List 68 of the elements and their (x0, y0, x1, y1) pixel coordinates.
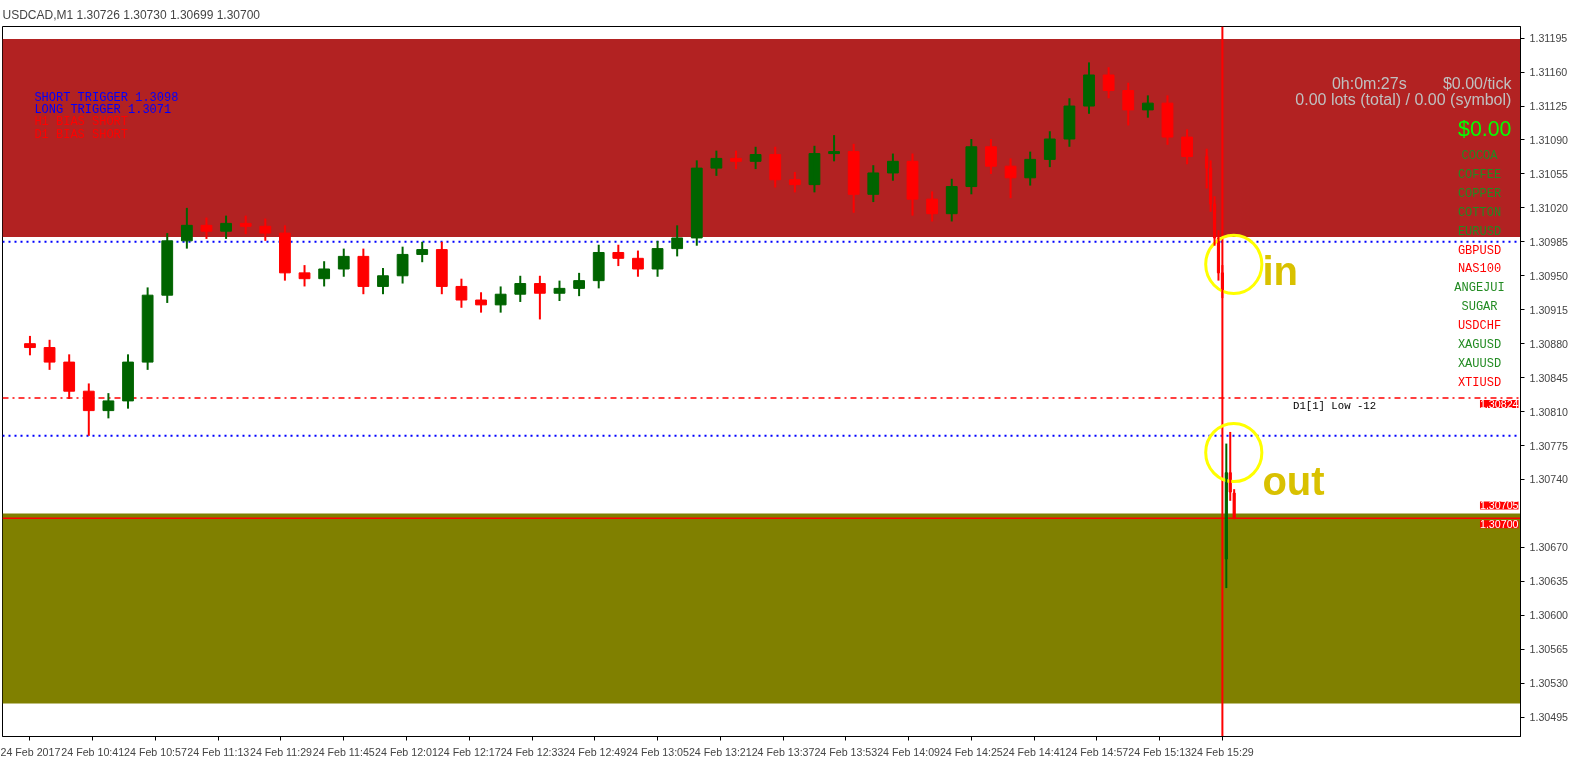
y-tick-label: 1.31125 (1529, 100, 1568, 113)
y-tick-label: 1.31055 (1529, 167, 1569, 180)
annotation: $0.00 (1458, 117, 1512, 142)
x-tick-label: 24 Feb 13:21 (688, 745, 752, 758)
y-tick-label: 1.30985 (1529, 235, 1569, 248)
annotation: XTIUSD (1457, 376, 1502, 391)
y-tick-label: 1.30845 (1529, 371, 1569, 384)
y-tick-label: 1.30740 (1529, 473, 1569, 486)
annotation: D1[1] Low -12 (1293, 399, 1377, 412)
x-tick-label: 24 Feb 11:45 (312, 745, 375, 758)
ref-line-label: 1.30824 (1479, 397, 1519, 410)
x-tick-label: 24 Feb 13:37 (751, 745, 815, 758)
x-tick-label: 24 Feb 13:05 (626, 745, 690, 758)
y-tick-label: 1.31090 (1529, 133, 1569, 146)
x-tick-label: 24 Feb 12:49 (563, 745, 627, 758)
annotation: in (1262, 249, 1298, 294)
y-tick-label: 1.30880 (1529, 337, 1569, 350)
annotation: COCOA (1461, 148, 1499, 163)
annotation: COPPER (1457, 186, 1502, 201)
x-tick-label: 24 Feb 12:33 (500, 745, 564, 758)
x-tick-label: 24 Feb 11:29 (249, 745, 313, 758)
annotation: SUGAR (1461, 300, 1498, 315)
x-tick-label: 24 Feb 14:09 (877, 745, 941, 758)
annotation: 0h:0m:27s (1331, 74, 1407, 92)
annotation: COFFEE (1457, 167, 1502, 182)
x-tick-label: 24 Feb 14:57 (1065, 745, 1129, 758)
annotation: H1 BIAS SHORT (34, 115, 128, 130)
annotation: out (1262, 458, 1325, 503)
y-tick-label: 1.30600 (1529, 609, 1569, 622)
y-tick-label: 1.30635 (1529, 575, 1569, 588)
annotation: $0.00/tick (1442, 74, 1513, 92)
annotation: NAS100 (1457, 262, 1502, 277)
y-tick-label: 1.30670 (1529, 541, 1569, 554)
x-tick-label: 24 Feb 15:29 (1190, 745, 1254, 758)
annotation: LONG TRIGGER 1.3071 (34, 102, 172, 117)
y-tick-label: 1.30775 (1529, 439, 1569, 452)
x-tick-label: 24 Feb 14:41 (1002, 745, 1066, 758)
y-tick-label: 1.31160 (1529, 66, 1568, 79)
x-tick-label: 24 Feb 11:13 (187, 745, 250, 758)
annotation: USDCHF (1457, 319, 1502, 334)
annotation: D1 BIAS SHORT (34, 127, 128, 142)
annotation: 0.00 lots (total) / 0.00 (symbol) (1295, 91, 1512, 109)
x-tick-label: 24 Feb 10:57 (124, 745, 187, 758)
ref-line-label: 1.30700 (1479, 518, 1519, 531)
x-tick-label: 24 Feb 12:17 (437, 745, 501, 758)
annotation: COTTON (1457, 205, 1502, 220)
x-tick-label: 24 Feb 2017 (0, 745, 61, 758)
y-tick-label: 1.30530 (1529, 677, 1569, 690)
annotation: SHORT TRIGGER 1.3098 (34, 90, 179, 105)
y-tick-label: 1.30565 (1529, 643, 1569, 656)
x-tick-label: 24 Feb 13:53 (814, 745, 878, 758)
x-tick-label: 24 Feb 14:25 (939, 745, 1003, 758)
y-tick-label: 1.31195 (1529, 32, 1568, 45)
annotation: EURUSD (1457, 224, 1502, 239)
y-tick-label: 1.30495 (1529, 711, 1569, 724)
y-tick-label: 1.30915 (1529, 303, 1569, 316)
y-tick-label: 1.31020 (1529, 201, 1569, 214)
annotation: GBPUSD (1457, 243, 1502, 258)
y-tick-label: 1.30950 (1529, 269, 1569, 282)
band-label: 1.30705 (1479, 499, 1519, 512)
x-tick-label: 24 Feb 15:13 (1128, 745, 1192, 758)
annotation: XAGUSD (1457, 338, 1502, 353)
annotation: XAUUSD (1457, 357, 1502, 372)
y-tick-label: 1.30810 (1529, 405, 1569, 418)
chart-title: USDCAD,M1 1.30726 1.30730 1.30699 1.30700 (2, 7, 261, 22)
annotation: ANGEJUI (1454, 281, 1505, 296)
x-tick-label: 24 Feb 12:01 (375, 745, 438, 758)
x-tick-label: 24 Feb 10:41 (61, 745, 125, 758)
